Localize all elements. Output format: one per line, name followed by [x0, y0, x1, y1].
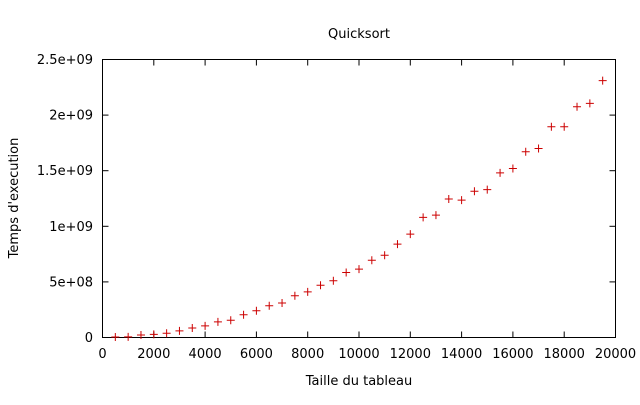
data-point [508, 164, 517, 173]
x-axis-label: Taille du tableau [305, 374, 412, 389]
plot-frame [102, 59, 616, 338]
x-tick-label: 18000 [544, 347, 585, 362]
x-tick-label: 8000 [291, 347, 324, 362]
data-point [470, 187, 479, 196]
data-point [175, 326, 184, 335]
data-point [124, 332, 133, 341]
x-tick-label: 6000 [240, 347, 273, 362]
y-tick-label: 2.5e+09 [37, 53, 93, 68]
data-point [316, 281, 325, 290]
y-axis: 0 5e+08 1e+09 1.5e+09 2e+09 2.5e+09 [37, 53, 616, 346]
data-point [329, 276, 338, 285]
data-point [521, 147, 530, 156]
x-axis: 0 2000 4000 6000 8000 10000 12000 14000 16000 180… [98, 59, 636, 362]
data-point [290, 291, 299, 300]
data-point [547, 122, 556, 131]
x-tick-label: 4000 [189, 347, 222, 362]
data-point [444, 195, 453, 204]
x-tick-label: 0 [98, 347, 106, 362]
data-point [483, 185, 492, 194]
y-tick-label: 0 [85, 331, 93, 346]
data-point [239, 310, 248, 319]
data-point [431, 211, 440, 220]
data-point [598, 76, 607, 85]
data-point [149, 330, 158, 339]
data-point [201, 321, 210, 330]
x-tick-label: 2000 [137, 347, 170, 362]
y-tick-label: 1.5e+09 [37, 164, 93, 179]
x-tick-label: 10000 [338, 347, 379, 362]
y-tick-label: 1e+09 [49, 220, 93, 235]
data-point [303, 287, 312, 296]
data-point [585, 99, 594, 108]
data-point [111, 332, 120, 341]
data-point [188, 324, 197, 333]
data-point [265, 301, 274, 310]
data-point [457, 196, 466, 205]
data-point [380, 251, 389, 260]
data-point [226, 316, 235, 325]
data-point [367, 256, 376, 265]
data-point [342, 268, 351, 277]
data-points [111, 76, 607, 341]
data-point [560, 122, 569, 131]
data-point [162, 329, 171, 338]
x-tick-label: 12000 [390, 347, 431, 362]
data-point [573, 102, 582, 111]
y-tick-label: 5e+08 [49, 275, 93, 290]
x-tick-label: 20000 [595, 347, 636, 362]
data-point [496, 168, 505, 177]
data-point [278, 299, 287, 308]
data-point [393, 240, 402, 249]
data-point [534, 144, 543, 153]
chart-title: Quicksort [328, 27, 390, 42]
y-tick-label: 2e+09 [49, 109, 93, 124]
x-tick-label: 16000 [492, 347, 533, 362]
data-point [419, 213, 428, 222]
x-tick-label: 14000 [441, 347, 482, 362]
data-point [252, 306, 261, 315]
data-point [136, 331, 145, 340]
data-point [213, 317, 222, 326]
data-point [406, 230, 415, 239]
y-axis-label: Temps d'execution [7, 138, 22, 260]
data-point [355, 265, 363, 274]
